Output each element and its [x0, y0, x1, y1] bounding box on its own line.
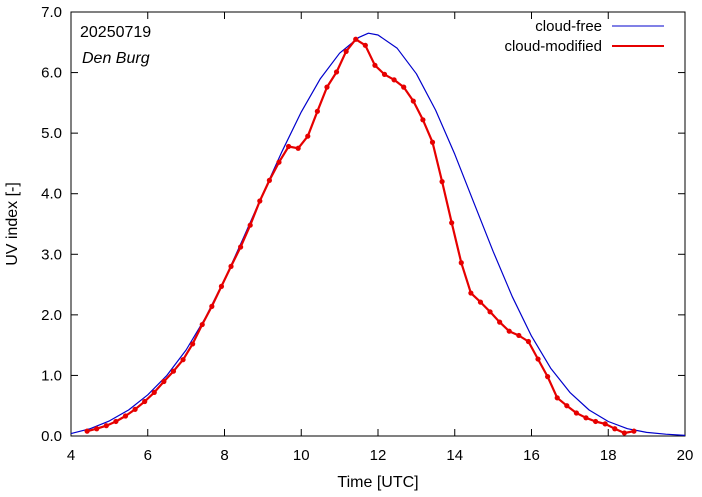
legend-label-cloud-modified: cloud-modified [504, 38, 602, 55]
y-tick-label: 4.0 [41, 186, 62, 203]
y-tick-label: 3.0 [41, 246, 62, 263]
plot-frame [70, 11, 686, 437]
data-point-cloud-modified [449, 220, 455, 226]
data-point-cloud-modified [612, 426, 618, 432]
y-axis-title: UV index [-] [4, 182, 21, 266]
series-line-cloud-free [70, 32, 686, 436]
y-tick-label: 0.0 [41, 428, 62, 445]
data-point-cloud-modified [190, 341, 196, 347]
data-point-cloud-modified [429, 139, 436, 145]
data-point-cloud-modified [506, 328, 512, 334]
data-point-cloud-modified [343, 48, 349, 54]
data-point-cloud-modified [592, 418, 599, 425]
data-point-cloud-modified [333, 69, 340, 75]
data-point-cloud-modified [151, 389, 157, 395]
location-label: Den Burg [82, 50, 150, 67]
x-tick-label: 20 [677, 447, 694, 464]
data-point-cloud-modified [161, 378, 167, 385]
date-label: 20250719 [80, 24, 151, 41]
data-point-cloud-modified [218, 283, 225, 289]
data-point-cloud-modified [535, 356, 541, 362]
data-point-cloud-modified [573, 410, 579, 416]
data-point-cloud-modified [516, 332, 522, 339]
data-point-cloud-modified [621, 430, 627, 436]
data-point-cloud-modified [362, 42, 368, 48]
legend-label-cloud-free: cloud-free [535, 18, 602, 35]
data-point-cloud-modified [103, 423, 109, 429]
data-point-cloud-modified [477, 299, 484, 305]
data-point-cloud-modified [94, 426, 100, 432]
data-point-cloud-modified [497, 319, 503, 325]
x-tick-label: 16 [523, 447, 540, 464]
x-tick-label: 8 [220, 447, 228, 464]
data-point-cloud-modified [583, 415, 589, 421]
data-point-cloud-modified [372, 62, 378, 68]
series-layer [70, 32, 686, 436]
x-tick-label: 4 [67, 447, 75, 464]
data-point-cloud-modified [420, 117, 426, 123]
y-tick-label: 2.0 [41, 307, 62, 324]
data-point-cloud-modified [525, 338, 532, 345]
x-tick-label: 18 [600, 447, 617, 464]
data-point-cloud-modified [381, 71, 388, 77]
data-point-cloud-modified [266, 177, 272, 183]
data-point-cloud-modified [142, 398, 148, 405]
data-point-cloud-modified [247, 222, 253, 228]
data-point-cloud-modified [180, 357, 186, 363]
data-point-cloud-modified [257, 198, 263, 204]
data-point-cloud-modified [113, 418, 119, 425]
data-point-cloud-modified [170, 368, 177, 374]
x-tick-label: 12 [370, 447, 387, 464]
data-point-cloud-modified [439, 179, 445, 185]
data-point-cloud-modified [410, 98, 416, 104]
tick-marks [70, 11, 686, 437]
series-line-cloud-modified [86, 38, 635, 435]
data-point-cloud-modified [631, 428, 637, 434]
data-point-cloud-modified [602, 421, 608, 427]
data-point-cloud-modified [564, 403, 570, 409]
data-point-cloud-modified [401, 84, 407, 90]
data-point-cloud-modified [554, 395, 560, 401]
data-point-cloud-modified [84, 428, 90, 434]
x-axis-title: Time [UTC] [337, 474, 418, 491]
data-point-cloud-modified [295, 145, 301, 151]
data-point-cloud-modified [305, 133, 311, 139]
data-point-cloud-modified [209, 303, 215, 309]
data-point-cloud-modified [199, 321, 205, 328]
x-tick-label: 6 [144, 447, 152, 464]
y-tick-label: 7.0 [41, 4, 62, 21]
data-point-cloud-modified [276, 159, 282, 165]
data-point-cloud-modified [487, 309, 493, 315]
legend: cloud-free cloud-modified [504, 18, 664, 55]
data-point-cloud-modified [458, 260, 464, 266]
x-tick-label: 10 [293, 447, 310, 464]
data-point-cloud-modified [228, 263, 234, 269]
data-point-cloud-modified [324, 84, 330, 90]
y-tick-label: 5.0 [41, 125, 62, 142]
data-point-cloud-modified [545, 374, 551, 380]
tick-labels: 4 6 8 10 12 14 16 18 20 0.0 1.0 2.0 3.0 4.0 5.0 6.0 7.0 [41, 4, 693, 464]
data-point-cloud-modified [353, 36, 359, 42]
data-point-cloud-modified [314, 108, 320, 114]
x-tick-label: 14 [446, 447, 463, 464]
data-point-cloud-modified [468, 290, 474, 296]
y-tick-label: 1.0 [41, 367, 62, 384]
data-point-cloud-modified [238, 244, 244, 250]
y-tick-label: 6.0 [41, 65, 62, 82]
data-point-cloud-modified [132, 406, 138, 412]
data-point-cloud-modified [122, 413, 129, 419]
data-point-cloud-modified [285, 143, 292, 150]
data-point-cloud-modified [391, 77, 397, 83]
